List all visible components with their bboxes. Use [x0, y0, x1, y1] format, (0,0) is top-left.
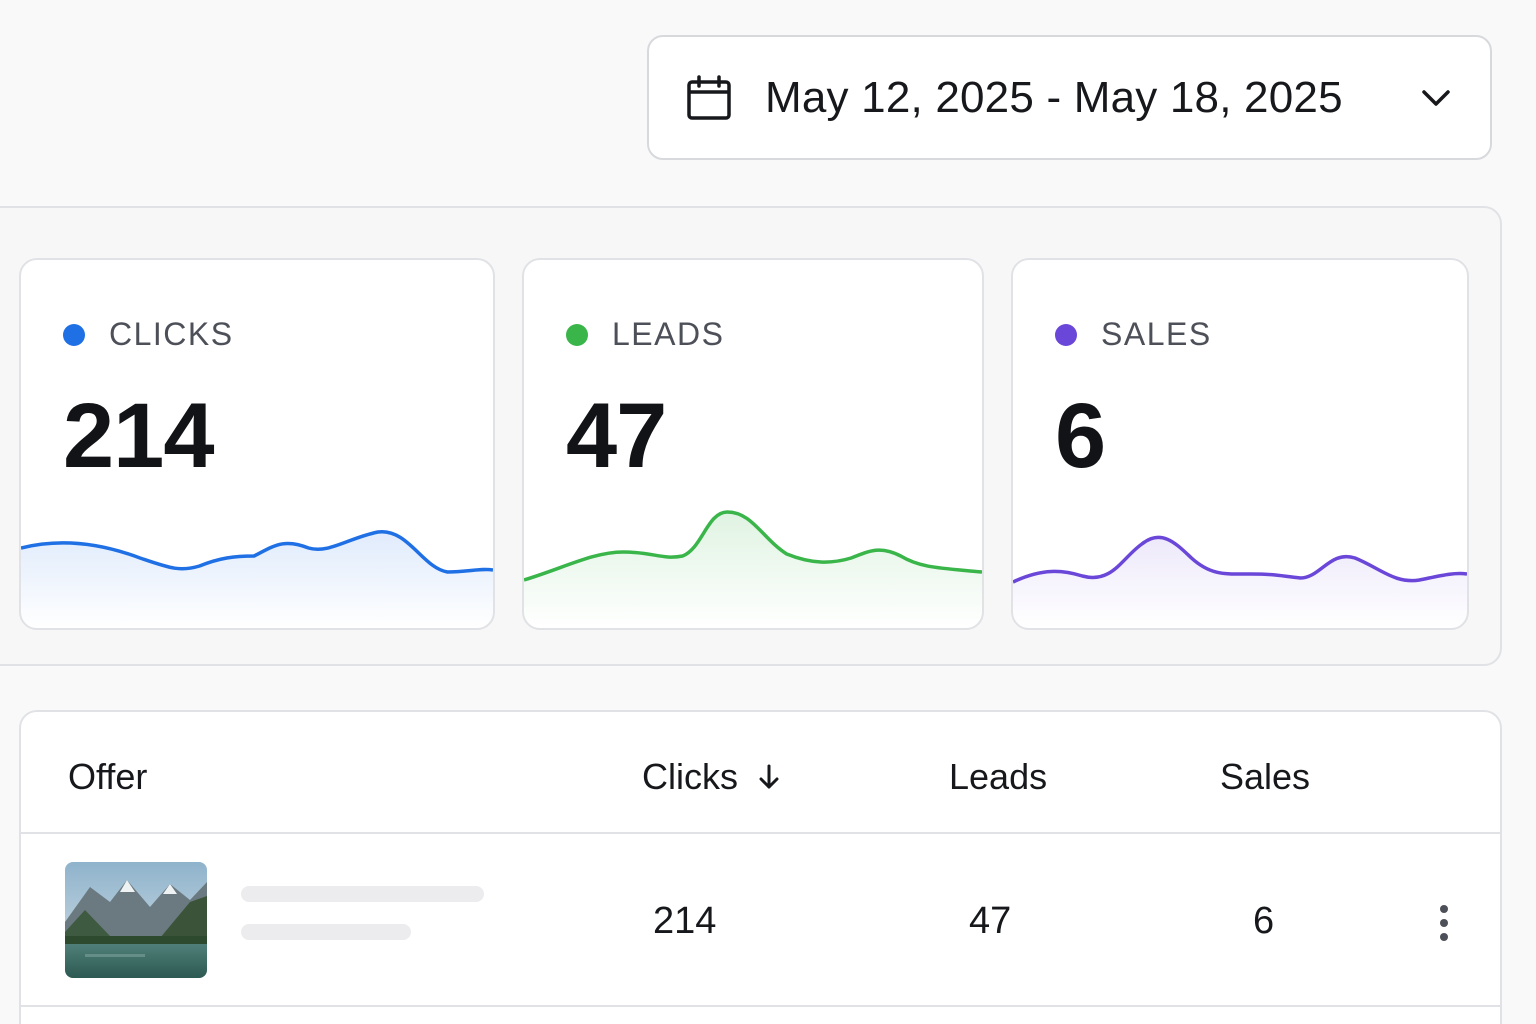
offer-title-placeholder: [241, 886, 484, 902]
more-vertical-icon[interactable]: [1429, 902, 1459, 946]
column-sales[interactable]: Sales: [1220, 756, 1310, 798]
offer-subtitle-placeholder: [241, 924, 411, 940]
column-clicks-label: Clicks: [642, 756, 738, 797]
stat-label: SALES: [1101, 316, 1212, 352]
leads-dot-icon: [566, 323, 588, 346]
column-sales-label: Sales: [1220, 756, 1311, 797]
table-row[interactable]: 214 47 6: [21, 834, 1500, 1007]
date-range-picker[interactable]: May 12, 2025 - May 18, 2025: [647, 35, 1492, 160]
stat-label: LEADS: [612, 316, 725, 352]
sales-sparkline: [1013, 535, 1467, 628]
offers-table: Offer Clicks Leads Sales: [19, 710, 1502, 1024]
stat-value: 214: [63, 385, 214, 487]
row-clicks-value: 214: [653, 900, 717, 942]
clicks-sparkline: [21, 530, 493, 628]
chevron-down-icon: [1422, 89, 1450, 106]
mountain-lake-image: [65, 862, 207, 978]
column-offer[interactable]: Offer: [68, 756, 147, 798]
stat-card-sales[interactable]: SALES 6: [1011, 258, 1469, 630]
arrow-down-icon: [759, 764, 779, 789]
column-leads[interactable]: Leads: [949, 756, 1047, 798]
column-leads-label: Leads: [949, 756, 1048, 797]
row-leads-value: 47: [969, 900, 1012, 942]
clicks-dot-icon: [63, 323, 85, 346]
row-sales-value: 6: [1253, 900, 1275, 942]
date-range-label: May 12, 2025 - May 18, 2025: [765, 72, 1343, 122]
stat-label: CLICKS: [109, 316, 234, 352]
stat-value: 6: [1055, 385, 1106, 487]
leads-sparkline: [524, 510, 982, 628]
sales-dot-icon: [1055, 323, 1077, 346]
table-header: Offer Clicks Leads Sales: [21, 712, 1500, 834]
stat-value: 47: [566, 385, 667, 487]
column-clicks[interactable]: Clicks: [642, 756, 784, 798]
stat-card-clicks[interactable]: CLICKS 214: [19, 258, 495, 630]
calendar-icon: [687, 74, 731, 120]
stat-card-leads[interactable]: LEADS 47: [522, 258, 984, 630]
column-offer-label: Offer: [68, 756, 148, 797]
